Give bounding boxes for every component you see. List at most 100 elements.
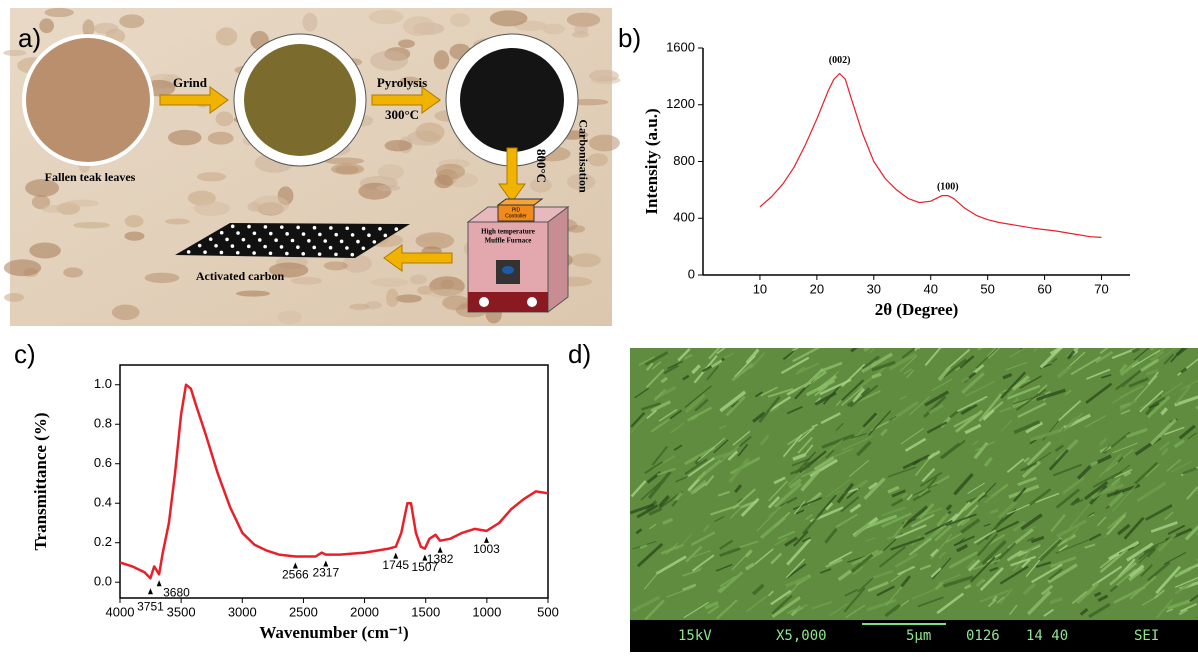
peak-marker (157, 580, 162, 586)
y-tick-label: 400 (673, 210, 695, 225)
leaf (29, 243, 61, 259)
leaf (410, 275, 427, 285)
leaf (436, 164, 465, 180)
leaf (45, 8, 74, 17)
leaf (39, 18, 54, 33)
pore (280, 225, 284, 229)
sem-id: 0126 (966, 628, 1000, 644)
y-tick-label: 0.0 (94, 574, 112, 589)
furnace-side (548, 207, 568, 312)
sem-grain (1090, 331, 1112, 348)
y-tick-label: 0.8 (94, 416, 112, 431)
pore (187, 250, 191, 254)
leaf (124, 231, 144, 240)
peak-marker (148, 588, 153, 594)
char (460, 48, 564, 152)
powder (244, 44, 356, 156)
leaf (568, 225, 585, 233)
pore (209, 237, 213, 241)
leaf (165, 218, 190, 224)
leaf (385, 140, 412, 151)
pore (334, 233, 338, 237)
pore (225, 238, 229, 242)
y-tick-label: 0.6 (94, 455, 112, 470)
pore (356, 240, 360, 244)
leaf (398, 39, 415, 48)
leaf (73, 222, 110, 229)
y-tick-label: 1.0 (94, 376, 112, 391)
leaf (570, 253, 601, 267)
step-temp: 800°C (534, 149, 549, 183)
panel-a: Grind Pyrolysis 300°C 800°C Carbonisatio… (3, 8, 620, 326)
pore (247, 245, 251, 249)
pore (253, 231, 257, 235)
x-tick-label: 20 (810, 281, 824, 296)
peak-annotation: (100) (937, 181, 959, 192)
peak-label: 1003 (473, 542, 500, 556)
panel-label: c) (14, 339, 36, 369)
leaf (4, 259, 42, 276)
pore (329, 226, 333, 230)
y-tick-label: 1600 (666, 39, 695, 54)
pore (285, 252, 289, 256)
peak-label: 3751 (137, 599, 164, 613)
y-tick-label: 0 (688, 266, 695, 281)
pore (345, 246, 349, 250)
wheel (479, 297, 489, 307)
x-axis-title: Wavenumber (cm⁻¹) (259, 623, 408, 642)
sem-voltage: 15kV (678, 628, 712, 644)
leaf (415, 123, 444, 143)
peak-label: 2566 (282, 568, 309, 582)
step-label: Grind (173, 75, 208, 90)
leaf (403, 16, 435, 36)
furnace-label: High temperature (481, 228, 535, 236)
pore (203, 250, 207, 254)
pore (301, 252, 305, 256)
leaf (589, 70, 619, 82)
pore (274, 238, 278, 242)
wheel (527, 297, 537, 307)
leaf (302, 13, 317, 32)
sem-grain (1041, 341, 1056, 348)
pore (220, 231, 224, 235)
x-tick-label: 10 (753, 281, 767, 296)
leaf (349, 304, 370, 310)
pore (236, 231, 240, 235)
y-axis-title: Intensity (a.u.) (642, 108, 661, 214)
sem-mode: SEI (1134, 628, 1159, 644)
pore (263, 245, 267, 249)
leaves-photo (26, 38, 150, 162)
sem-grain (1020, 331, 1046, 349)
leaf (119, 14, 144, 28)
sem-grain (1071, 322, 1093, 349)
x-tick-label: 2000 (350, 604, 379, 619)
peak-label: 1382 (427, 552, 454, 566)
pore (313, 226, 317, 230)
leaf (291, 277, 322, 285)
leaf (63, 267, 83, 277)
pore (285, 232, 289, 236)
leaf (572, 31, 589, 38)
pore (242, 238, 246, 242)
pore (373, 240, 377, 244)
furnace-label: Muffle Furnace (485, 237, 532, 245)
controller-label: Controller (505, 213, 527, 219)
pore (318, 233, 322, 237)
pore (269, 252, 273, 256)
step-label: Pyrolysis (377, 75, 427, 90)
leaf (125, 215, 144, 227)
leaf (370, 51, 408, 71)
sem-time: 14 40 (1026, 628, 1068, 644)
pore (231, 225, 235, 229)
x-tick-label: 1000 (472, 604, 501, 619)
pore (198, 244, 202, 248)
leaf (324, 261, 348, 270)
peak-label: 3680 (163, 585, 190, 599)
sem-grain (918, 327, 936, 348)
pore (236, 251, 240, 255)
leaf (66, 200, 99, 207)
panel-label: b) (618, 23, 641, 53)
product-label: Activated carbon (196, 269, 285, 283)
leaf (145, 273, 180, 283)
leaf (376, 185, 400, 191)
